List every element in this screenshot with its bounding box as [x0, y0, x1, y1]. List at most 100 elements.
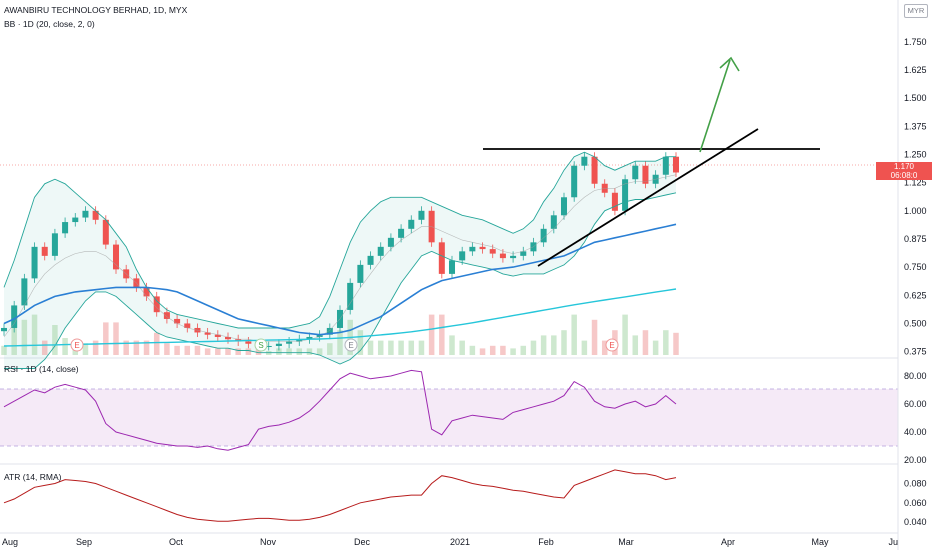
volume-bar: [1, 345, 7, 355]
atr-axis-ticks: 0.080 0.060 0.040: [904, 479, 927, 528]
volume-bar: [551, 335, 557, 355]
candle-body: [0, 327, 8, 332]
volume-bar: [174, 345, 180, 355]
earnings-marker[interactable]: E: [70, 338, 84, 352]
candle-body: [153, 296, 160, 313]
candle-body: [296, 339, 303, 342]
volume-bar: [581, 340, 588, 355]
earnings-marker[interactable]: E: [605, 338, 619, 352]
candle-body: [642, 165, 649, 184]
bb-lower-line: [4, 192, 677, 369]
candle-body: [438, 242, 445, 274]
candle-body: [632, 165, 639, 180]
volume-bar: [663, 330, 669, 355]
candle-body: [326, 327, 333, 335]
dividend-marker[interactable]: S: [254, 338, 268, 352]
candle-body: [163, 312, 170, 319]
volume-bar: [92, 340, 99, 355]
volume-bar: [123, 340, 129, 355]
price-tick-label: 0.750: [904, 262, 927, 272]
candle-body: [510, 255, 517, 259]
candle-body: [622, 179, 629, 211]
sma-mid-line: [3, 223, 677, 336]
last-price-tag: 1.170 06:08:0: [876, 162, 932, 180]
atr-legend: ATR (14, RMA): [4, 472, 62, 482]
volume-bar: [184, 345, 191, 355]
volume-bar: [255, 348, 262, 355]
time-tick-label: Apr: [721, 537, 735, 547]
candle-body: [387, 237, 394, 247]
volume-bar: [500, 345, 506, 355]
rsi-band-fill: [0, 389, 898, 446]
volume-bar: [510, 348, 516, 355]
volume-bar: [561, 330, 567, 355]
rsi-legend: RSI · 1D (14, close): [4, 364, 79, 374]
rsi-axis-ticks: 80.00 60.00 40.00 20.00: [904, 371, 927, 465]
candle-body: [398, 228, 405, 238]
volume-bar: [540, 335, 547, 355]
volume-bar: [133, 340, 140, 355]
volume-bar: [316, 348, 323, 355]
bollinger-band-fill: [4, 152, 676, 369]
volume-bar: [103, 322, 109, 355]
volume-bar: [235, 348, 241, 355]
volume-bar: [398, 340, 404, 355]
candle-body: [214, 334, 221, 337]
candle-body: [550, 215, 557, 229]
price-tick-label: 0.500: [904, 319, 927, 329]
candle-body: [479, 246, 486, 250]
svg-text:E: E: [348, 341, 353, 350]
svg-text:E: E: [609, 341, 614, 350]
rsi-tick-label: 20.00: [904, 455, 927, 465]
volume-bar: [41, 340, 48, 355]
volume-bar: [479, 348, 486, 355]
rsi-line: [3, 369, 677, 451]
volume-bar: [31, 314, 38, 355]
volume-bar: [153, 332, 160, 355]
time-axis-ticks: Aug Sep Oct Nov Dec 2021 Feb Mar Apr May Ju: [2, 537, 898, 547]
chart-title: AWANBIRU TECHNOLOGY BERHAD, 1D, MYX: [4, 5, 188, 15]
candle-body: [591, 156, 598, 184]
earnings-marker[interactable]: E: [344, 338, 358, 352]
breakout-arrow[interactable]: [699, 59, 731, 153]
volume-bar: [418, 340, 425, 355]
ascending-trendline[interactable]: [537, 128, 759, 267]
volume-bar: [622, 314, 628, 355]
volume-bar: [469, 345, 476, 355]
volume-bar: [377, 340, 384, 355]
volume-bar: [449, 335, 455, 355]
candle-body: [571, 165, 578, 198]
price-tick-label: 0.625: [904, 290, 927, 300]
price-tick-label: 0.875: [904, 234, 927, 244]
atr-tick-label: 0.040: [904, 517, 927, 527]
volume-bar: [194, 345, 201, 355]
volume-bar: [276, 348, 282, 355]
bb-upper-line: [3, 151, 676, 329]
volume-bar: [11, 325, 17, 355]
candle-body: [102, 219, 109, 245]
volume-bar: [357, 330, 364, 355]
candle-body: [51, 233, 58, 256]
sma-long-line: [3, 288, 677, 347]
svg-text:E: E: [74, 341, 79, 350]
time-tick-label: Sep: [76, 537, 92, 547]
candle-body: [286, 341, 293, 344]
volume-bar: [642, 330, 649, 355]
candle-body: [459, 251, 466, 261]
candle-body: [204, 332, 211, 335]
last-price-value: 1.170: [893, 162, 915, 171]
rsi-tick-label: 40.00: [904, 427, 927, 437]
volume-bar: [337, 330, 343, 355]
candle-body: [31, 246, 38, 279]
volume-bar: [204, 348, 211, 355]
currency-badge[interactable]: MYR: [904, 4, 928, 18]
bar-countdown: 06:08:0: [890, 171, 918, 180]
volume-bar: [245, 348, 252, 355]
price-tick-label: 1.625: [904, 65, 927, 75]
volume-bar: [632, 335, 639, 355]
volume-bar: [530, 340, 537, 355]
volume-bar: [164, 343, 170, 355]
volume-bar: [82, 343, 89, 355]
candle-body: [41, 246, 48, 256]
